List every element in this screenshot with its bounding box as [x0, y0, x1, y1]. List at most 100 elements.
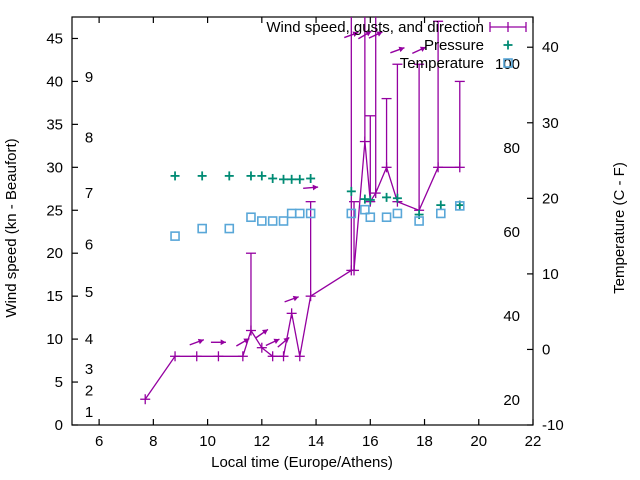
- wind-data-point: [267, 351, 278, 362]
- temperature-data-point: [392, 208, 403, 219]
- wind-direction-arrow-icon: [210, 339, 226, 346]
- pressure-data-point: [392, 193, 402, 203]
- y-tick-label: 0: [55, 417, 63, 434]
- chart-legend[interactable]: Wind speed, gusts, and directionPressure…: [266, 19, 527, 72]
- y-tick-label: 45: [46, 30, 63, 47]
- beaufort-label: 4: [85, 331, 93, 348]
- wind-data-point: [359, 17, 370, 147]
- temperature-data-point: [278, 216, 289, 226]
- x-axis-ticks: 6 8 10 12 14 16 18 20 22: [95, 17, 541, 450]
- wind-data-point: [286, 308, 297, 319]
- temperature-data-point: [435, 208, 446, 219]
- y2-tick-label-celsius: -10: [542, 417, 564, 434]
- pressure-data-point: [287, 174, 297, 184]
- temperature-data-point: [246, 212, 256, 223]
- y-tick-label: 20: [46, 245, 63, 262]
- pressure-series: [170, 171, 465, 220]
- temperature-data-point: [305, 208, 316, 219]
- wind-direction-arrow-icon: [235, 337, 250, 347]
- y-tick-label: 30: [46, 159, 63, 176]
- y-tick-label: 5: [55, 374, 63, 391]
- x-tick-label: 20: [470, 433, 487, 450]
- beaufort-label: 6: [85, 237, 93, 254]
- y-axis-right-title: Temperature (C - F): [611, 162, 628, 294]
- pressure-data-point: [268, 173, 278, 183]
- pressure-data-point: [224, 171, 234, 181]
- pressure-data-point: [295, 174, 305, 184]
- y-tick-label: 25: [46, 202, 63, 219]
- temperature-data-point: [197, 223, 207, 234]
- x-tick-label: 14: [308, 433, 325, 450]
- legend-item-pressure-label: Pressure: [424, 37, 484, 54]
- beaufort-label: 1: [85, 404, 93, 421]
- x-tick-label: 18: [416, 433, 433, 450]
- pressure-data-point: [170, 171, 180, 181]
- pressure-data-point: [346, 186, 356, 196]
- pressure-data-point: [365, 195, 375, 205]
- beaufort-label: 2: [85, 383, 93, 400]
- fahrenheit-scale-labels: 20 40 60 80 100: [495, 56, 520, 409]
- pressure-data-point: [279, 174, 289, 184]
- temperature-data-point: [267, 216, 278, 226]
- y-axis-left-title: Wind speed (kn - Beaufort): [3, 138, 20, 317]
- wind-data-point: [170, 351, 181, 362]
- fahrenheit-label: 40: [503, 308, 520, 325]
- temperature-data-point: [414, 216, 424, 226]
- pressure-data-point: [306, 173, 316, 183]
- wind-data-point: [140, 394, 151, 405]
- wind-direction-arrow-icon: [358, 30, 372, 40]
- y-tick-label: 15: [46, 288, 63, 305]
- fahrenheit-label: 100: [495, 56, 520, 73]
- beaufort-label: 9: [85, 69, 93, 86]
- y-tick-label: 40: [46, 73, 63, 90]
- y-axis-left-ticks: 0 5 10 15 20 25 30 35 40 45: [46, 30, 78, 434]
- x-axis-title: Local time (Europe/Athens): [211, 454, 393, 471]
- legend-item-temperature[interactable]: Temperature: [400, 55, 513, 72]
- temperature-data-point: [294, 208, 305, 219]
- y-tick-label: 10: [46, 331, 63, 348]
- pressure-data-point: [246, 171, 256, 181]
- temperature-data-point: [224, 223, 235, 234]
- wind-data-point: [245, 252, 256, 336]
- legend-item-temperature-label: Temperature: [400, 55, 484, 72]
- y2-tick-label-celsius: 20: [542, 190, 559, 207]
- wind-data-point: [294, 351, 305, 362]
- wind-direction-arrow-icon: [303, 184, 319, 191]
- fahrenheit-label: 60: [503, 224, 520, 241]
- wind-speed-line: [144, 141, 460, 400]
- beaufort-label: 8: [85, 129, 93, 146]
- wind-data-point: [349, 201, 360, 276]
- plot-frame: [71, 16, 534, 426]
- wind-direction-arrow-icon: [265, 338, 280, 347]
- temperature-data-point: [381, 212, 392, 223]
- wind-data-point: [278, 351, 289, 362]
- x-tick-label: 22: [525, 433, 542, 450]
- y-axis-right-ticks: -10 0 10 20 30 40: [527, 39, 564, 434]
- wind-direction-arrow-icon: [284, 295, 299, 303]
- temperature-data-point: [346, 208, 357, 219]
- wind-direction-arrow-icon: [368, 31, 383, 39]
- x-tick-label: 8: [149, 433, 157, 450]
- wind-data-point: [213, 351, 224, 362]
- temperature-data-point: [454, 201, 465, 211]
- beaufort-label: 3: [85, 361, 93, 378]
- wind-data-point: [370, 17, 381, 199]
- wind-data-point: [381, 97, 392, 173]
- legend-item-wind[interactable]: Wind speed, gusts, and direction: [266, 19, 527, 36]
- x-tick-label: 16: [362, 433, 379, 450]
- wind-data-point: [454, 80, 465, 173]
- legend-marker-square-icon: [503, 58, 513, 68]
- legend-item-pressure[interactable]: Pressure: [424, 37, 513, 54]
- temperature-data-point: [170, 231, 180, 241]
- wind-direction-arrow-icon: [189, 338, 205, 346]
- beaufort-label: 7: [85, 185, 93, 202]
- legend-item-wind-label: Wind speed, gusts, and direction: [266, 19, 484, 36]
- y2-tick-label-celsius: 30: [542, 115, 559, 132]
- temperature-data-point: [365, 212, 376, 223]
- wind-data-point: [433, 20, 444, 173]
- wind-direction-arrows: [189, 30, 427, 348]
- pressure-data-point: [382, 192, 392, 202]
- x-tick-label: 10: [199, 433, 216, 450]
